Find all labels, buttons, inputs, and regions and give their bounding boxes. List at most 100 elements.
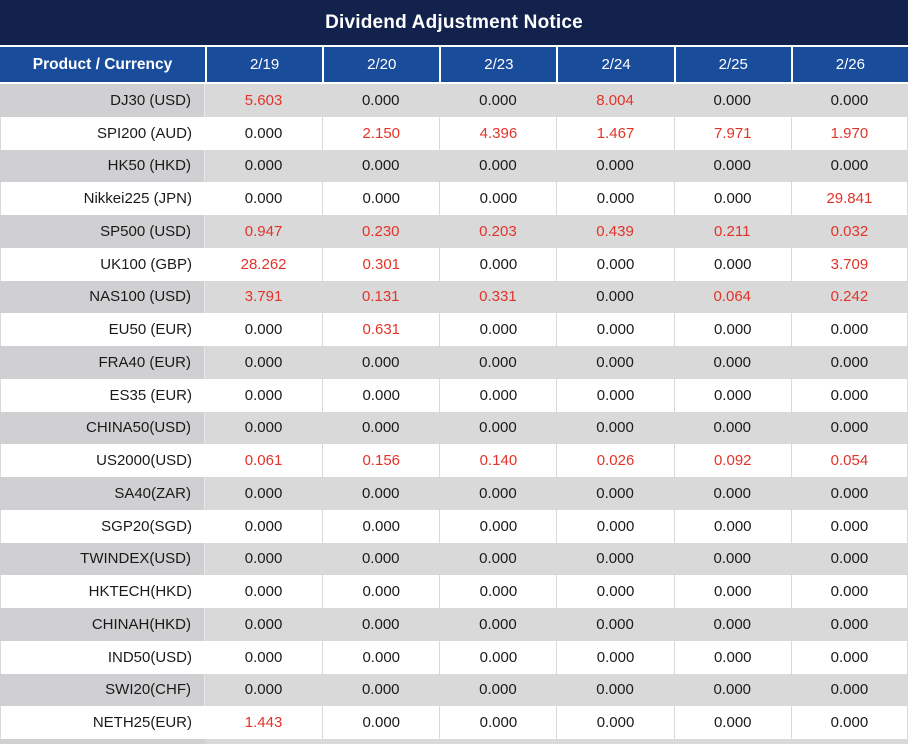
dividend-value-cell: 0.032 (790, 215, 908, 248)
table-row: DJ30 (USD) 5.603 0.000 0.000 8.004 0.000 0.000 (0, 84, 908, 117)
dividend-value-cell: 0.000 (790, 542, 908, 576)
dividend-value-cell: 0.230 (322, 215, 440, 248)
dividend-value-cell: 0.000 (556, 477, 674, 510)
dividend-value-cell: 0.000 (556, 542, 674, 576)
dividend-value-cell: 0.000 (439, 346, 557, 379)
dividend-value-cell: 0.000 (673, 673, 791, 707)
dividend-value-cell: 0.000 (439, 477, 557, 510)
dividend-value-cell: 0.000 (439, 509, 557, 543)
dividend-value-cell: 0.000 (439, 411, 557, 445)
dividend-value-cell: 0.140 (439, 444, 557, 477)
product-label: Nikkei225 (JPN) (0, 182, 205, 215)
dividend-value-cell: 0.000 (556, 575, 674, 608)
header-cell-date: 2/23 (439, 47, 556, 82)
table-row: EU50 (EUR) 0.000 0.631 0.000 0.000 0.000 0.000 (0, 313, 908, 346)
dividend-value-cell: 3.709 (790, 247, 908, 281)
dividend-value-cell: 0.000 (439, 575, 557, 608)
table-row: NAS100 (USD) 3.791 0.131 0.331 0.000 0.064 0.2… (0, 280, 908, 314)
dividend-value-cell: 0.054 (790, 444, 908, 477)
dividend-value-cell: 0.000 (556, 608, 674, 641)
dividend-value-cell: 1.970 (790, 116, 908, 150)
product-label: HKTECH(HKD) (0, 575, 205, 608)
dividend-value-cell: 0.947 (205, 215, 323, 248)
dividend-value-cell: 2.150 (322, 116, 440, 150)
dividend-value-cell: 0.000 (556, 346, 674, 379)
dividend-value-cell: 0.000 (556, 378, 674, 412)
dividend-value-cell: 0.000 (790, 509, 908, 543)
dividend-value-cell: 0.000 (673, 706, 791, 739)
product-label: HK50 (HKD) (0, 149, 205, 183)
dividend-value-cell: 0.000 (439, 247, 557, 281)
dividend-value-cell: 0.000 (556, 149, 674, 183)
product-label: DJ30 (USD) (0, 84, 205, 117)
dividend-value-cell: 0.242 (790, 280, 908, 314)
dividend-value-cell: 4.396 (439, 116, 557, 150)
dividend-value-cell: 0.000 (205, 608, 323, 641)
dividend-value-cell: 0.000 (322, 673, 440, 707)
table-row: HKTECH(HKD) 0.000 0.000 0.000 0.000 0.000 0.00… (0, 575, 908, 608)
dividend-value-cell: 0.000 (205, 378, 323, 412)
dividend-value-cell: 0.000 (673, 149, 791, 183)
dividend-value-cell: 0.000 (322, 509, 440, 543)
dividend-value-cell: 0.000 (673, 542, 791, 576)
header-cell-product-currency: Product / Currency (32, 55, 173, 73)
product-label: SPI200 (AUD) (0, 116, 205, 150)
product-label: FRA40 (EUR) (0, 346, 205, 379)
dividend-value-cell: 0.000 (322, 378, 440, 412)
dividend-value-cell: 0.000 (673, 575, 791, 608)
dividend-value-cell: 0.000 (205, 149, 323, 183)
dividend-value-cell: 29.841 (790, 182, 908, 215)
dividend-value-cell: 0.631 (322, 313, 440, 346)
dividend-value-cell: 0.000 (790, 378, 908, 412)
dividend-value-cell: 0.000 (439, 706, 557, 739)
dividend-value-cell: 0.000 (322, 575, 440, 608)
dividend-value-cell: 5.603 (205, 84, 323, 117)
dividend-value-cell: 0.000 (322, 84, 440, 117)
dividend-value-cell: 0.000 (556, 640, 674, 674)
dividend-value-cell: 0.064 (673, 280, 791, 314)
dividend-value-cell: 0.061 (205, 444, 323, 477)
dividend-value-cell: 0.000 (439, 640, 557, 674)
product-label: TWINDEX(USD) (0, 542, 205, 576)
dividend-value-cell: 0.000 (673, 608, 791, 641)
dividend-value-cell: 0.000 (673, 346, 791, 379)
product-label: SA40(ZAR) (0, 477, 205, 510)
dividend-value-cell: 0.000 (439, 378, 557, 412)
dividend-value-cell: 0.000 (556, 280, 674, 314)
dividend-value-cell: 0.156 (322, 444, 440, 477)
dividend-value-cell: 0.000 (205, 673, 323, 707)
dividend-value-cell: 1.467 (556, 116, 674, 150)
dividend-value-cell: 0.000 (205, 411, 323, 445)
dividend-value-cell: 0.000 (439, 542, 557, 576)
dividend-value-cell: 0.000 (556, 673, 674, 707)
dividend-value-cell: 0.000 (322, 411, 440, 445)
dividend-value-cell: 0.000 (205, 477, 323, 510)
dividend-value-cell: 0.000 (322, 477, 440, 510)
dividend-value-cell: 0.000 (556, 411, 674, 445)
dividend-value-cell: 0.000 (673, 477, 791, 510)
dividend-value-cell: 0.000 (322, 149, 440, 183)
dividend-value-cell: 0.000 (439, 608, 557, 641)
dividend-value-cell: 0.000 (790, 673, 908, 707)
dividend-value-cell: 0.000 (205, 346, 323, 379)
dividend-value-cell: 0.000 (439, 182, 557, 215)
dividend-value-cell: 0.203 (439, 215, 557, 248)
table-row: CHINA50(USD) 0.000 0.000 0.000 0.000 0.000 0.0… (0, 411, 908, 445)
dividend-value-cell: 0.000 (556, 247, 674, 281)
dividend-value-cell: 0.301 (322, 247, 440, 281)
product-label: ES35 (EUR) (0, 378, 205, 412)
product-label: CHINA50(USD) (0, 411, 205, 445)
dividend-value-cell: 0.000 (790, 149, 908, 183)
table-row: UK100 (GBP) 28.262 0.301 0.000 0.000 0.000 3.7… (0, 247, 908, 281)
header-cell-date: 2/25 (673, 47, 791, 82)
dividend-value-cell: 0.026 (556, 444, 674, 477)
table-row: SGP20(SGD) 0.000 0.000 0.000 0.000 0.000 0.000 (0, 509, 908, 543)
table-row: TWINDEX(USD) 0.000 0.000 0.000 0.000 0.000 0.0… (0, 542, 908, 576)
dividend-value-cell: 0.000 (439, 313, 557, 346)
dividend-value-cell: 0.000 (439, 84, 557, 117)
dividend-value-cell: 8.004 (556, 84, 674, 117)
product-label: IND50(USD) (0, 640, 205, 674)
dividend-value-cell: 0.000 (556, 509, 674, 543)
dividend-value-cell: 7.971 (673, 116, 791, 150)
dividend-value-cell: 3.791 (205, 280, 323, 314)
